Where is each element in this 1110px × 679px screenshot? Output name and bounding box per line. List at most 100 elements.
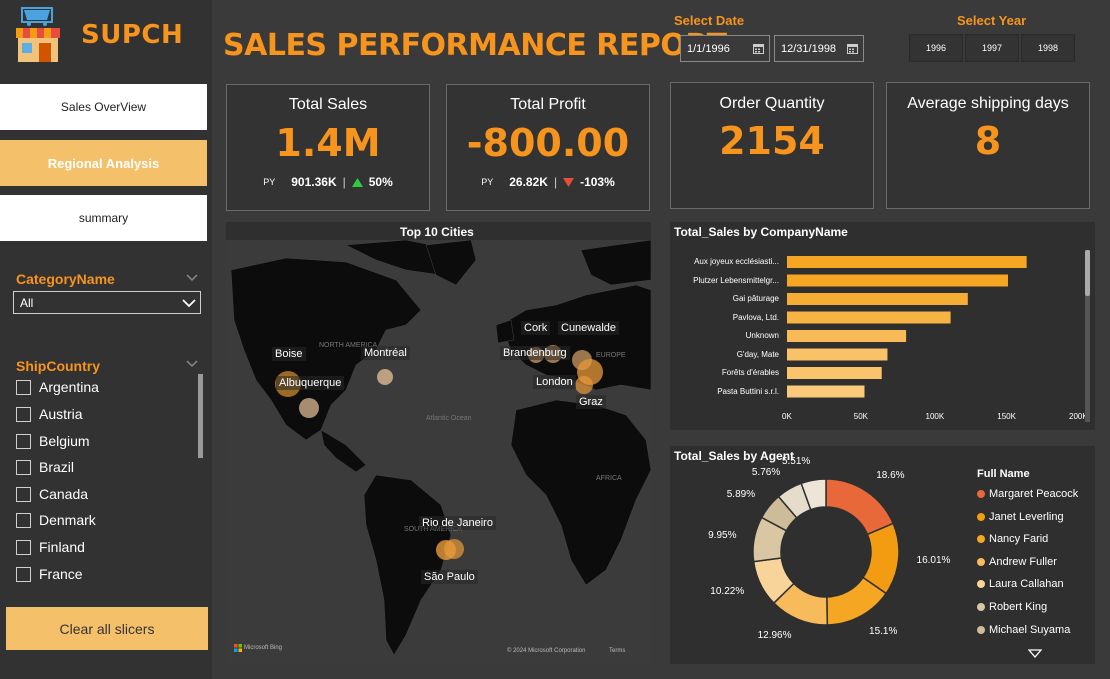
country-option[interactable]: Denmark (16, 512, 96, 528)
legend-item[interactable]: Nancy Farid (977, 533, 1048, 545)
legend-item[interactable]: Michael Suyama (977, 624, 1070, 636)
bar-category-label: G'day, Mate (736, 349, 779, 359)
x-axis-tick: 100K (925, 412, 945, 421)
city-label: Cunewalde (558, 321, 620, 335)
city-label: Boise (272, 347, 306, 361)
checkbox[interactable] (16, 379, 31, 395)
country-option[interactable]: France (16, 566, 83, 582)
city-bubble[interactable] (575, 376, 593, 394)
clear-slicers-button[interactable]: Clear all slicers (6, 607, 208, 650)
x-axis-tick: 200K (1069, 412, 1088, 421)
city-label: Brandenburg (500, 346, 570, 360)
bar-category-label: Pasta Buttini s.r.l. (717, 386, 779, 396)
bar[interactable] (787, 348, 888, 361)
map-title: Top 10 Cities (400, 225, 474, 239)
legend-item[interactable]: Andrew Fuller (977, 556, 1057, 568)
country-option[interactable]: Belgium (16, 433, 90, 449)
legend-item[interactable]: Laura Callahan (977, 578, 1064, 590)
card-title: Total Sales (288, 96, 368, 113)
checkbox[interactable] (16, 486, 31, 502)
donut-value-label: 12.96% (757, 630, 792, 642)
bar[interactable] (787, 367, 882, 379)
country-option[interactable]: Austria (16, 406, 83, 422)
calendar-icon[interactable] (753, 43, 764, 54)
region-label: AFRICA (596, 475, 622, 482)
bar[interactable] (787, 293, 968, 305)
donut-slice[interactable] (825, 478, 895, 536)
chevron-down-icon[interactable] (186, 359, 198, 369)
city-bubble[interactable] (444, 539, 464, 559)
region-label: Atlantic Ocean (426, 415, 472, 422)
donut-value-label: 16.01% (916, 555, 951, 567)
start-date-input[interactable]: 1/1/1996 (680, 35, 770, 62)
legend-label: Laura Callahan (989, 578, 1064, 591)
card-value: 1.4M (275, 121, 381, 165)
bar-category-label: Plutzer Lebensmittelgr... (693, 275, 779, 285)
country-option[interactable]: Argentina (16, 379, 99, 395)
region-label: NORTH AMERICA (319, 342, 378, 349)
city-label: Albuquerque (276, 376, 345, 390)
nav-regional-analysis-button[interactable]: Regional Analysis (0, 140, 207, 186)
card-value: 2154 (719, 119, 825, 163)
legend-scroll-down-icon[interactable] (1028, 649, 1042, 658)
map-attribution: Microsoft Bing (244, 645, 283, 651)
checkbox[interactable] (16, 406, 31, 422)
city-bubble[interactable] (299, 398, 319, 418)
agent-donut-chart (752, 478, 900, 626)
legend-item[interactable]: Janet Leverling (977, 511, 1064, 523)
bar[interactable] (787, 256, 1027, 268)
bar[interactable] (787, 311, 951, 324)
year-1998-button[interactable]: 1998 (1021, 34, 1075, 62)
select-year-label: Select Year (957, 13, 1027, 28)
city-bubble[interactable] (377, 369, 393, 385)
legend-dot (977, 603, 985, 611)
nav-summary-button[interactable]: summary (0, 195, 207, 241)
checkbox[interactable] (16, 566, 31, 582)
company-sales-panel: Total_Sales by CompanyName Aux joyeux ec… (670, 222, 1095, 430)
nav-sales-overview-button[interactable]: Sales OverView (0, 84, 207, 130)
year-1996-button[interactable]: 1996 (909, 34, 963, 62)
legend-label: Nancy Farid (989, 533, 1049, 546)
legend-item[interactable]: Robert King (977, 601, 1047, 613)
card-comparison: PY 901.36K | 50% (263, 175, 393, 189)
legend-title: Full Name (977, 468, 1030, 480)
bar[interactable] (787, 385, 865, 398)
chart-scrollbar-thumb[interactable] (1085, 250, 1090, 296)
category-dropdown-value: All (20, 295, 34, 310)
map-terms-link[interactable]: Terms (609, 648, 626, 654)
bar-category-label: Forêts d'érables (721, 368, 779, 377)
legend-dot (977, 535, 985, 544)
category-slicer-title: CategoryName (16, 271, 115, 287)
bar-category-label: Unknown (745, 331, 779, 340)
country-option[interactable]: Brazil (16, 459, 74, 475)
chevron-down-icon[interactable] (186, 273, 198, 283)
country-option[interactable]: Canada (16, 486, 88, 502)
bar[interactable] (787, 330, 907, 342)
end-date-input[interactable]: 12/31/1998 (774, 35, 864, 62)
checkbox[interactable] (16, 539, 31, 555)
chevron-down-icon (182, 299, 196, 308)
country-list-scrollbar[interactable] (198, 374, 203, 458)
store-logo-icon (16, 7, 60, 62)
country-option[interactable]: Finland (16, 539, 85, 555)
city-label: Montréal (361, 346, 410, 360)
year-1997-button[interactable]: 1997 (965, 34, 1019, 62)
sidebar: SUPCH Sales OverView Regional Analysis s… (0, 0, 212, 679)
donut-value-label: 10.22% (710, 585, 745, 597)
donut-slice[interactable] (800, 478, 827, 511)
world-map[interactable] (226, 240, 651, 664)
order-quantity-card: Order Quantity 2154 (670, 82, 874, 209)
legend-dot (977, 512, 985, 521)
bar[interactable] (787, 274, 1008, 287)
legend-dot (977, 580, 985, 589)
legend-item[interactable]: Margaret Peacock (977, 488, 1078, 500)
legend-label: Michael Suyama (989, 623, 1071, 636)
category-dropdown[interactable]: All (13, 291, 201, 314)
checkbox[interactable] (16, 433, 31, 449)
chart-scrollbar-track[interactable] (1085, 250, 1090, 422)
calendar-icon[interactable] (847, 43, 858, 54)
total-profit-card: Total Profit -800.00 PY 26.82K | -103% (446, 84, 650, 211)
checkbox[interactable] (16, 459, 31, 475)
checkbox[interactable] (16, 512, 31, 528)
x-axis-tick: 50K (853, 412, 868, 421)
